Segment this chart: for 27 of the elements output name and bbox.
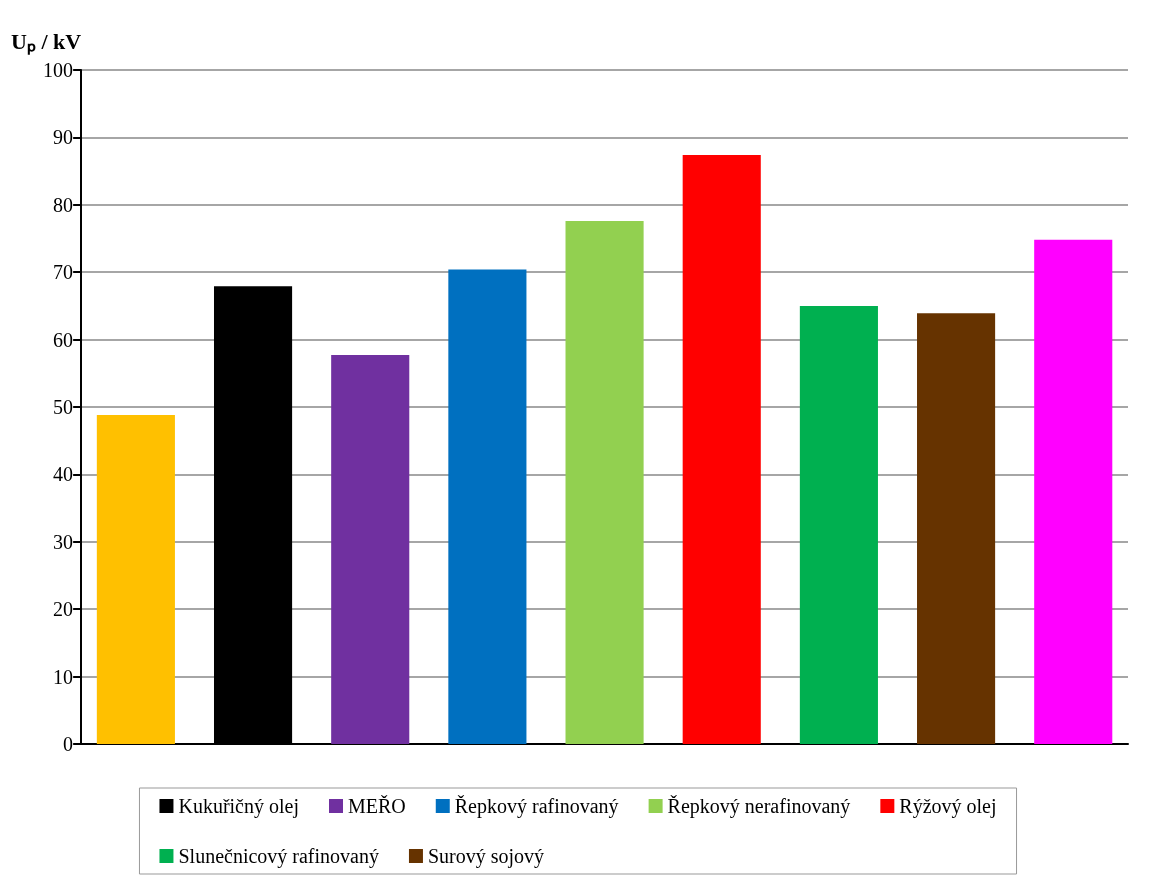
bar: [565, 220, 644, 744]
y-axis-title: Uₚ / kV: [11, 28, 82, 55]
bar: [448, 269, 527, 744]
y-tick-label: 20: [53, 598, 74, 621]
legend-label: MEŘO: [347, 795, 406, 817]
y-tick-label: 80: [53, 193, 74, 216]
legend-label: Rýžový olej: [899, 795, 997, 818]
y-tick-label: 0: [63, 733, 74, 755]
legend-label: Řepkový rafinovaný: [454, 795, 619, 818]
bar: [917, 313, 996, 744]
y-tick-label: 90: [53, 126, 74, 149]
legend-label: Surový sojový: [427, 845, 545, 868]
bar: [331, 355, 410, 744]
bar: [96, 415, 175, 744]
legend-label: Řepkový nerafinovaný: [667, 795, 851, 818]
y-tick-label: 70: [53, 261, 74, 284]
y-tick-label: 100: [43, 59, 74, 81]
bar: [799, 305, 878, 744]
y-tick-label: 50: [53, 396, 74, 418]
y-tick-label: 40: [53, 463, 74, 486]
y-tick-label: 30: [53, 530, 74, 553]
legend-label: Slunečnicový rafinovaný: [178, 845, 379, 868]
y-tick-label: 10: [53, 665, 74, 688]
bar: [682, 154, 761, 744]
legend-label: Kukuřičný olej: [178, 795, 299, 818]
y-tick-label: 60: [53, 328, 74, 351]
bar: [1034, 239, 1113, 744]
